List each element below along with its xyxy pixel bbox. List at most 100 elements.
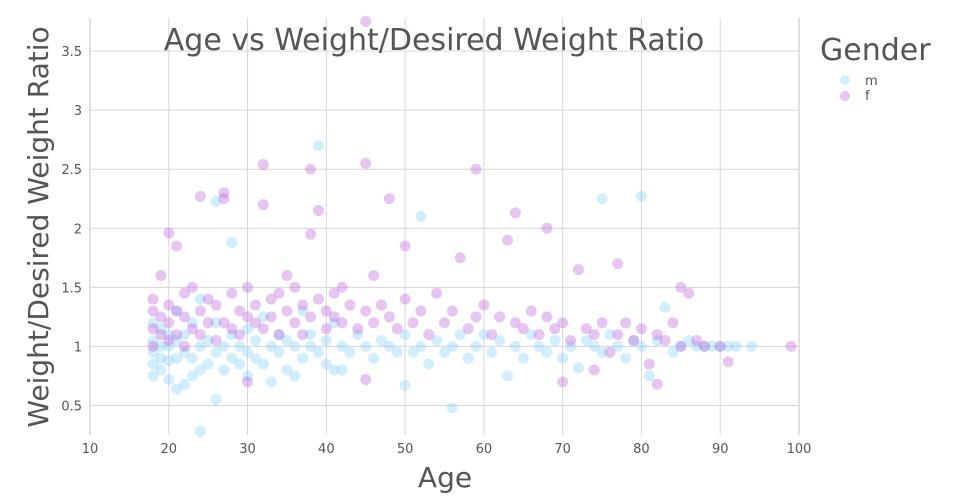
- x-tick-label: 70: [554, 442, 571, 457]
- point-f: [210, 334, 222, 346]
- point-m: [163, 340, 175, 352]
- point-f: [588, 329, 600, 341]
- point-m: [667, 346, 679, 358]
- point-f: [202, 317, 214, 329]
- point-f: [423, 329, 435, 341]
- point-f: [234, 329, 246, 341]
- gridlines: [89, 18, 800, 435]
- x-axis-label: Age: [418, 461, 472, 494]
- point-f: [651, 378, 663, 390]
- point-m: [171, 383, 183, 395]
- point-f: [643, 358, 655, 370]
- point-m: [399, 379, 411, 391]
- point-m: [186, 370, 198, 382]
- point-m: [596, 346, 608, 358]
- point-f: [297, 329, 309, 341]
- point-m: [565, 340, 577, 352]
- point-m: [375, 334, 387, 346]
- point-f: [620, 317, 632, 329]
- point-f: [257, 323, 269, 335]
- point-f: [360, 305, 372, 317]
- point-m: [328, 317, 340, 329]
- point-f: [257, 199, 269, 211]
- point-m: [541, 346, 553, 358]
- point-m: [486, 346, 498, 358]
- point-f: [722, 356, 734, 368]
- point-f: [667, 317, 679, 329]
- point-m: [273, 346, 285, 358]
- point-f: [234, 305, 246, 317]
- point-f: [399, 293, 411, 305]
- point-f: [328, 287, 340, 299]
- point-f: [572, 264, 584, 276]
- point-m: [210, 346, 222, 358]
- x-tick-label: 90: [712, 442, 729, 457]
- point-f: [502, 234, 514, 246]
- point-f: [328, 311, 340, 323]
- point-m: [572, 362, 584, 374]
- y-tick-label: 1.5: [61, 281, 82, 296]
- point-f: [675, 281, 687, 293]
- point-m: [643, 370, 655, 382]
- point-m: [249, 352, 261, 364]
- point-m: [186, 352, 198, 364]
- x-tick-label: 100: [787, 442, 812, 457]
- point-m: [651, 334, 663, 346]
- point-m: [580, 334, 592, 346]
- point-f: [785, 340, 797, 352]
- point-f: [635, 323, 647, 335]
- point-m: [242, 346, 254, 358]
- point-m: [698, 340, 710, 352]
- point-m: [328, 364, 340, 376]
- point-f: [470, 163, 482, 175]
- y-axis-label: Weight/Desired Weight Ratio: [22, 26, 55, 427]
- point-m: [336, 364, 348, 376]
- point-f: [163, 227, 175, 239]
- point-m: [635, 190, 647, 202]
- x-tick-label: 10: [82, 442, 99, 457]
- point-m: [312, 346, 324, 358]
- point-f: [525, 305, 537, 317]
- point-f: [226, 323, 238, 335]
- point-f: [336, 281, 348, 293]
- point-f: [289, 281, 301, 293]
- point-m: [226, 236, 238, 248]
- point-m: [391, 346, 403, 358]
- point-m: [194, 340, 206, 352]
- point-m: [478, 329, 490, 341]
- point-m: [509, 340, 521, 352]
- point-m: [360, 340, 372, 352]
- point-m: [265, 340, 277, 352]
- point-f: [147, 340, 159, 352]
- legend-label-f[interactable]: f: [865, 89, 870, 104]
- point-m: [194, 425, 206, 437]
- point-m: [210, 317, 222, 329]
- point-f: [242, 311, 254, 323]
- y-tick-label: 2.5: [61, 163, 82, 178]
- point-m: [147, 346, 159, 358]
- x-tick-label: 50: [397, 442, 414, 457]
- point-f: [218, 187, 230, 199]
- point-m: [147, 317, 159, 329]
- point-m: [218, 364, 230, 376]
- point-f: [683, 287, 695, 299]
- point-f: [336, 317, 348, 329]
- point-f: [202, 293, 214, 305]
- y-tick-label: 1: [74, 340, 82, 355]
- point-m: [171, 334, 183, 346]
- point-f: [320, 323, 332, 335]
- point-f: [147, 305, 159, 317]
- point-f: [163, 299, 175, 311]
- chart-title: Age vs Weight/Desired Weight Ratio: [164, 23, 704, 58]
- point-f: [281, 270, 293, 282]
- point-f: [360, 373, 372, 385]
- legend-label-m[interactable]: m: [865, 74, 878, 89]
- point-m: [431, 334, 443, 346]
- point-m: [210, 394, 222, 406]
- point-m: [415, 210, 427, 222]
- point-f: [163, 317, 175, 329]
- point-m: [179, 346, 191, 358]
- point-f: [541, 311, 553, 323]
- point-f: [533, 329, 545, 341]
